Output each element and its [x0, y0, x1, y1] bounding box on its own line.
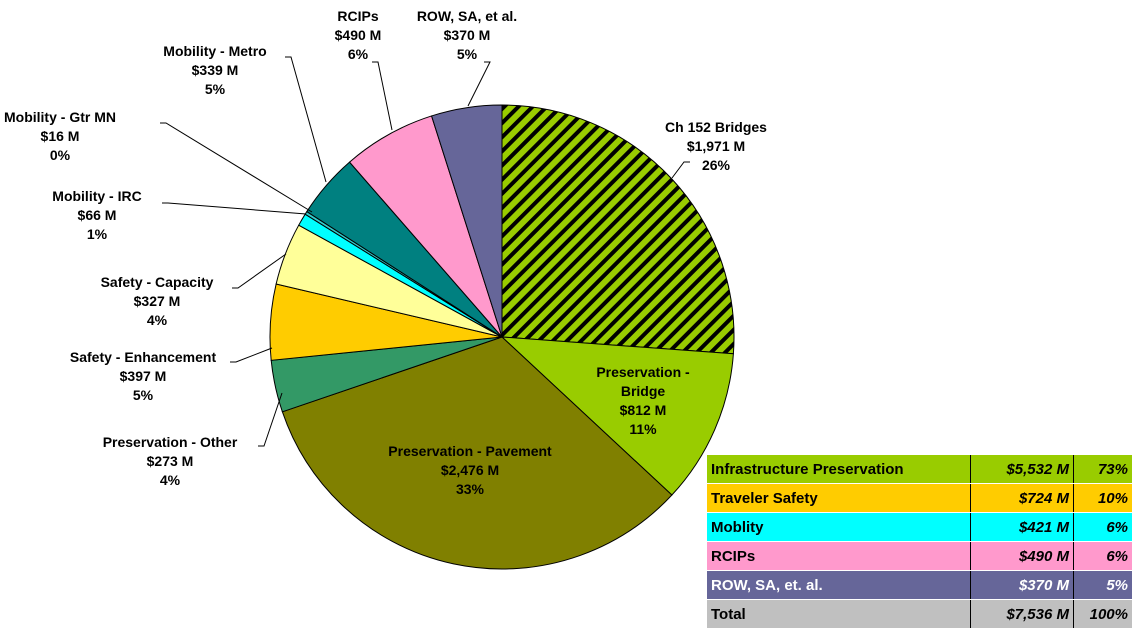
slice-percent: 5% [132, 387, 154, 403]
slice-percent: 26% [701, 157, 731, 173]
slice-value: $370 M [443, 27, 491, 43]
row-amount: $724 M [970, 483, 1074, 513]
pie-slice [500, 336, 734, 496]
row-label: RCIPs [707, 541, 971, 571]
row-amount: $490 M [970, 541, 1074, 571]
slice-value: $273 M [146, 453, 194, 469]
row-label: Total [711, 605, 746, 623]
row-percent: 6% [1073, 512, 1132, 542]
slice-percent: 5% [456, 46, 478, 62]
pie-slice [281, 336, 673, 570]
table-row: Moblity $421 M 6% [707, 512, 1132, 542]
slice-label: Preservation - Pavement $2,476 M 33% [388, 442, 551, 499]
row-amount: $421 M [970, 512, 1074, 542]
row-label: Moblity [707, 512, 971, 542]
slice-percent: 33% [455, 481, 485, 497]
slice-name: Ch 152 Bridges [665, 119, 767, 135]
slice-label: Mobility - IRC $66 M 1% [52, 187, 141, 244]
slice-percent: 0% [49, 147, 71, 163]
slice-label: Mobility - Metro $339 M 5% [163, 42, 266, 99]
row-amount: $7,536 M [970, 599, 1074, 628]
slice-value: $812 M [619, 402, 667, 418]
slice-percent: 6% [347, 46, 369, 62]
slice-name: Preservation - Bridge [596, 364, 690, 399]
slice-name: RCIPs [337, 8, 379, 24]
slice-name: Mobility - IRC [52, 188, 142, 204]
slice-label: Preservation - Bridge $812 M 11% [588, 363, 698, 439]
pie-slice [430, 104, 503, 338]
leader-line [258, 392, 283, 447]
row-percent: 5% [1073, 570, 1132, 600]
slice-value: $339 M [191, 62, 239, 78]
slice-label: Ch 152 Bridges $1,971 M 26% [665, 118, 767, 175]
slice-percent: 5% [204, 81, 226, 97]
table-row: Total $7,536 M 100% [707, 599, 1132, 628]
slice-name: Mobility - Metro [163, 43, 267, 59]
slice-label: ROW, SA, et al. $370 M 5% [417, 7, 517, 64]
row-label: ROW, SA, et. al. [707, 570, 971, 600]
leader-line [162, 202, 307, 215]
slice-value: $490 M [334, 27, 382, 43]
slice-name: Safety - Capacity [100, 274, 214, 290]
slice-name: Mobility - Gtr MN [4, 109, 116, 125]
slice-value: $327 M [133, 293, 181, 309]
leader-line [232, 253, 287, 289]
table-row: ROW, SA, et. al. $370 M 5% [707, 570, 1132, 600]
row-label: Infrastructure Preservation [707, 455, 971, 484]
row-label: Traveler Safety [707, 483, 971, 513]
slice-label: Preservation - Other $273 M 4% [103, 433, 238, 490]
slice-name: ROW, SA, et al. [416, 8, 518, 24]
pie-slice [501, 104, 735, 355]
summary-table: Infrastructure Preservation $5,532 M 73% Tr… [707, 455, 1132, 628]
slice-name: Safety - Enhancement [69, 349, 217, 365]
slice-value: $397 M [119, 368, 167, 384]
leader-line [372, 61, 393, 131]
leader-line [467, 61, 491, 107]
leader-line [230, 347, 273, 363]
slice-percent: 1% [86, 226, 108, 242]
slice-percent: 4% [159, 472, 181, 488]
table-row: Traveler Safety $724 M 10% [707, 483, 1132, 513]
slice-label: Safety - Enhancement $397 M 5% [70, 348, 216, 405]
slice-label: Mobility - Gtr MN $16 M 0% [4, 108, 116, 165]
slice-value: $16 M [40, 128, 80, 144]
leader-line [285, 56, 327, 183]
row-amount: $5,532 M [970, 455, 1074, 484]
slice-name: Preservation - Pavement [388, 443, 552, 459]
slice-label: Safety - Capacity $327 M 4% [101, 273, 214, 330]
slice-value: $66 M [77, 207, 117, 223]
slice-value: $1,971 M [686, 138, 746, 154]
row-percent: 10% [1073, 483, 1132, 513]
leader-line [671, 161, 690, 179]
slice-percent: 11% [629, 421, 657, 437]
leader-line [160, 122, 313, 213]
slice-name: Preservation - Other [102, 434, 238, 450]
row-percent: 100% [1073, 599, 1132, 628]
slice-value: $2,476 M [440, 462, 500, 478]
table-row: RCIPs $490 M 6% [707, 541, 1132, 571]
slice-label: RCIPs $490 M 6% [335, 7, 382, 64]
row-percent: 6% [1073, 541, 1132, 571]
slice-percent: 4% [146, 312, 168, 328]
row-amount: $370 M [970, 570, 1074, 600]
row-percent: 73% [1073, 455, 1132, 484]
table-row: Infrastructure Preservation $5,532 M 73% [707, 455, 1132, 484]
